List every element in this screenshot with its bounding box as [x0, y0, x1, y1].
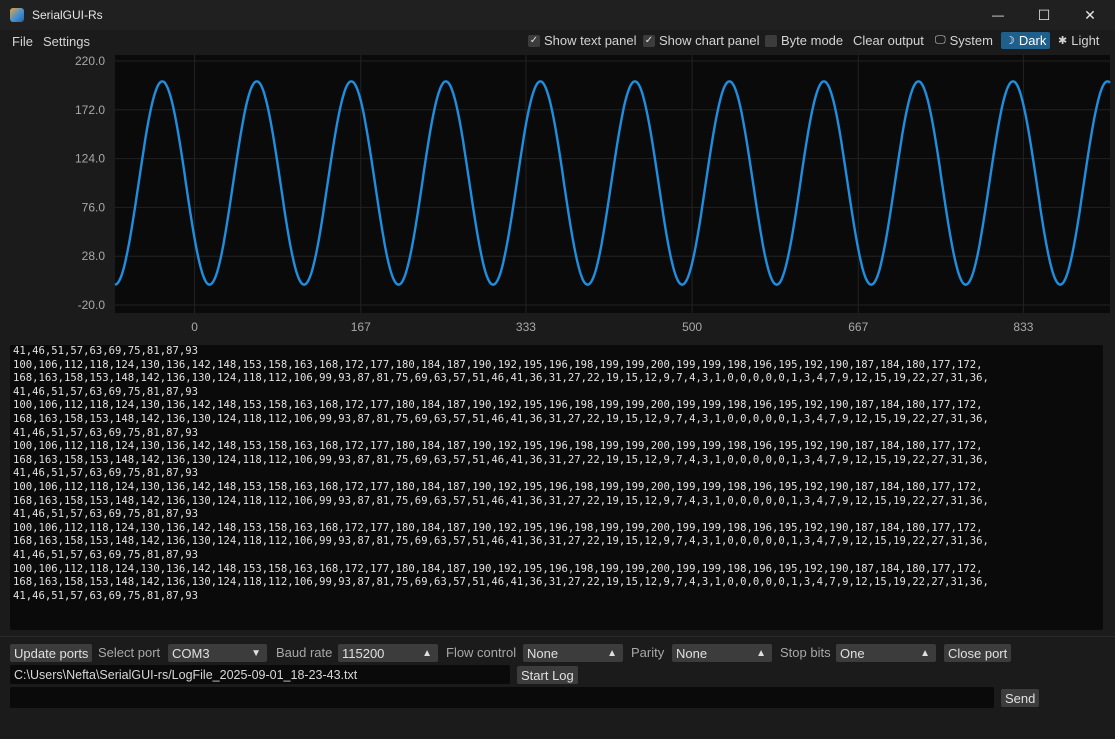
y-tick-label: 76.0: [82, 200, 106, 214]
series-line: [114, 80, 1111, 286]
x-tick-label: 167: [351, 320, 371, 334]
window-title: SerialGUI-Rs: [32, 8, 103, 22]
y-tick-label: -20.0: [78, 298, 106, 312]
output-line: 41,46,51,57,63,69,75,81,87,93: [13, 548, 198, 561]
output-line: 41,46,51,57,63,69,75,81,87,93: [13, 385, 198, 398]
output-line: 100,106,112,118,124,130,136,142,148,153,…: [13, 358, 983, 371]
byte-mode-checkbox[interactable]: [765, 34, 777, 47]
output-line: 168,163,158,153,148,142,136,130,124,118,…: [13, 494, 989, 507]
baud-rate-select[interactable]: 115200 ▲: [338, 644, 438, 662]
byte-mode-toggle[interactable]: Byte mode: [765, 33, 843, 48]
show-text-panel-checkbox[interactable]: ✓: [528, 34, 540, 47]
theme-light-button[interactable]: ✱ Light: [1058, 33, 1099, 48]
y-tick-label: 220.0: [75, 54, 105, 68]
y-tick-label: 28.0: [82, 249, 106, 263]
output-line: 100,106,112,118,124,130,136,142,148,153,…: [13, 399, 983, 412]
byte-mode-label: Byte mode: [781, 33, 844, 48]
update-ports-button[interactable]: Update ports: [10, 644, 93, 662]
controls-panel: Update ports Select port COM3 ▼ Baud rat…: [0, 636, 1115, 739]
monitor-icon: 🖵: [935, 34, 946, 46]
menu-bar: File Settings ✓ Show text panel ✓ Show c…: [0, 30, 1115, 52]
menu-file[interactable]: File: [12, 34, 33, 49]
app-icon: [10, 8, 24, 22]
clear-output-label: Clear output: [853, 33, 924, 48]
stop-bits-label: Stop bits: [780, 645, 831, 660]
select-port-label: Select port: [98, 645, 161, 660]
output-line: 168,163,158,153,148,142,136,130,124,118,…: [13, 535, 989, 548]
send-input[interactable]: [10, 687, 994, 708]
flow-control-label: Flow control: [446, 645, 517, 660]
output-line: 41,46,51,57,63,69,75,81,87,93: [13, 467, 198, 480]
output-line: 168,163,158,153,148,142,136,130,124,118,…: [13, 372, 989, 385]
chevron-up-icon: ▲: [607, 648, 617, 659]
parity-value: None: [676, 645, 708, 661]
show-chart-panel-label: Show chart panel: [659, 33, 760, 48]
x-tick-label: 667: [848, 320, 868, 334]
y-tick-label: 124.0: [75, 152, 105, 166]
x-tick-label: 333: [516, 320, 536, 334]
close-port-button[interactable]: Close port: [944, 644, 1012, 662]
menu-settings[interactable]: Settings: [43, 34, 90, 49]
minimize-button[interactable]: —: [975, 0, 1021, 30]
theme-system-button[interactable]: 🖵 System: [935, 33, 993, 48]
output-line: 168,163,158,153,148,142,136,130,124,118,…: [13, 576, 989, 589]
minimize-icon: —: [992, 8, 1004, 22]
show-chart-panel-checkbox[interactable]: ✓: [643, 34, 655, 47]
chevron-down-icon: ▼: [251, 648, 261, 659]
parity-label: Parity: [631, 645, 665, 660]
moon-icon: ☽: [1005, 35, 1015, 47]
output-line: 100,106,112,118,124,130,136,142,148,153,…: [13, 562, 983, 575]
stop-bits-select[interactable]: One ▲: [836, 644, 936, 662]
show-text-panel-toggle[interactable]: ✓ Show text panel: [528, 33, 637, 48]
stop-bits-value: One: [840, 645, 865, 661]
log-path-field[interactable]: C:\Users\Nefta\SerialGUI-rs/LogFile_2025…: [10, 665, 510, 684]
theme-dark-button[interactable]: ☽ Dark: [1001, 32, 1051, 49]
show-chart-panel-toggle[interactable]: ✓ Show chart panel: [643, 33, 759, 48]
output-line: 168,163,158,153,148,142,136,130,124,118,…: [13, 453, 989, 466]
chevron-up-icon: ▲: [920, 648, 930, 659]
flow-control-select[interactable]: None ▲: [523, 644, 623, 662]
theme-dark-label: Dark: [1018, 33, 1047, 48]
output-lines: 41,46,51,57,63,69,75,81,87,93 100,106,112…: [10, 345, 1103, 603]
clear-output-button[interactable]: Clear output: [853, 33, 924, 48]
check-icon: ✓: [644, 35, 654, 46]
output-line: 100,106,112,118,124,130,136,142,148,153,…: [13, 480, 983, 493]
chart-grid: [115, 55, 1110, 313]
y-axis: 220.0 172.0 124.0 76.0 28.0 -20.0: [75, 54, 105, 312]
output-line: 41,46,51,57,63,69,75,81,87,93: [13, 426, 198, 439]
chevron-up-icon: ▲: [422, 648, 432, 659]
baud-rate-label: Baud rate: [276, 645, 333, 660]
send-button[interactable]: Send: [1001, 689, 1040, 707]
show-text-panel-label: Show text panel: [544, 33, 637, 48]
title-bar: SerialGUI-Rs — ☐ ✕: [0, 0, 1115, 30]
output-line: 100,106,112,118,124,130,136,142,148,153,…: [13, 521, 983, 534]
y-tick-label: 172.0: [75, 103, 105, 117]
x-tick-label: 0: [191, 320, 198, 334]
serial-output-panel[interactable]: 41,46,51,57,63,69,75,81,87,93 100,106,112…: [10, 345, 1103, 630]
theme-light-label: Light: [1071, 33, 1100, 48]
sun-icon: ✱: [1058, 35, 1068, 47]
output-line: 168,163,158,153,148,142,136,130,124,118,…: [13, 412, 989, 425]
theme-system-label: System: [949, 33, 993, 48]
port-select[interactable]: COM3 ▼: [168, 644, 267, 662]
port-value: COM3: [172, 645, 210, 661]
x-tick-label: 500: [682, 320, 702, 334]
check-icon: ✓: [529, 35, 539, 46]
baud-rate-value: 115200: [342, 645, 385, 661]
start-log-button[interactable]: Start Log: [517, 666, 578, 684]
output-line: 100,106,112,118,124,130,136,142,148,153,…: [13, 440, 983, 453]
signal-chart[interactable]: 220.0 172.0 124.0 76.0 28.0 -20.0 0 167 333 500 6…: [0, 53, 1115, 343]
flow-control-value: None: [527, 645, 559, 661]
parity-select[interactable]: None ▲: [672, 644, 772, 662]
output-line: 41,46,51,57,63,69,75,81,87,93: [13, 345, 198, 357]
close-icon: ✕: [1084, 6, 1096, 23]
output-line: 41,46,51,57,63,69,75,81,87,93: [13, 589, 198, 602]
x-tick-label: 833: [1013, 320, 1033, 334]
close-button[interactable]: ✕: [1067, 0, 1113, 30]
maximize-icon: ☐: [1037, 6, 1051, 23]
chevron-up-icon: ▲: [756, 648, 766, 659]
maximize-button[interactable]: ☐: [1021, 0, 1067, 30]
output-line: 41,46,51,57,63,69,75,81,87,93: [13, 508, 198, 521]
x-axis: 0 167 333 500 667 833: [191, 320, 1034, 334]
